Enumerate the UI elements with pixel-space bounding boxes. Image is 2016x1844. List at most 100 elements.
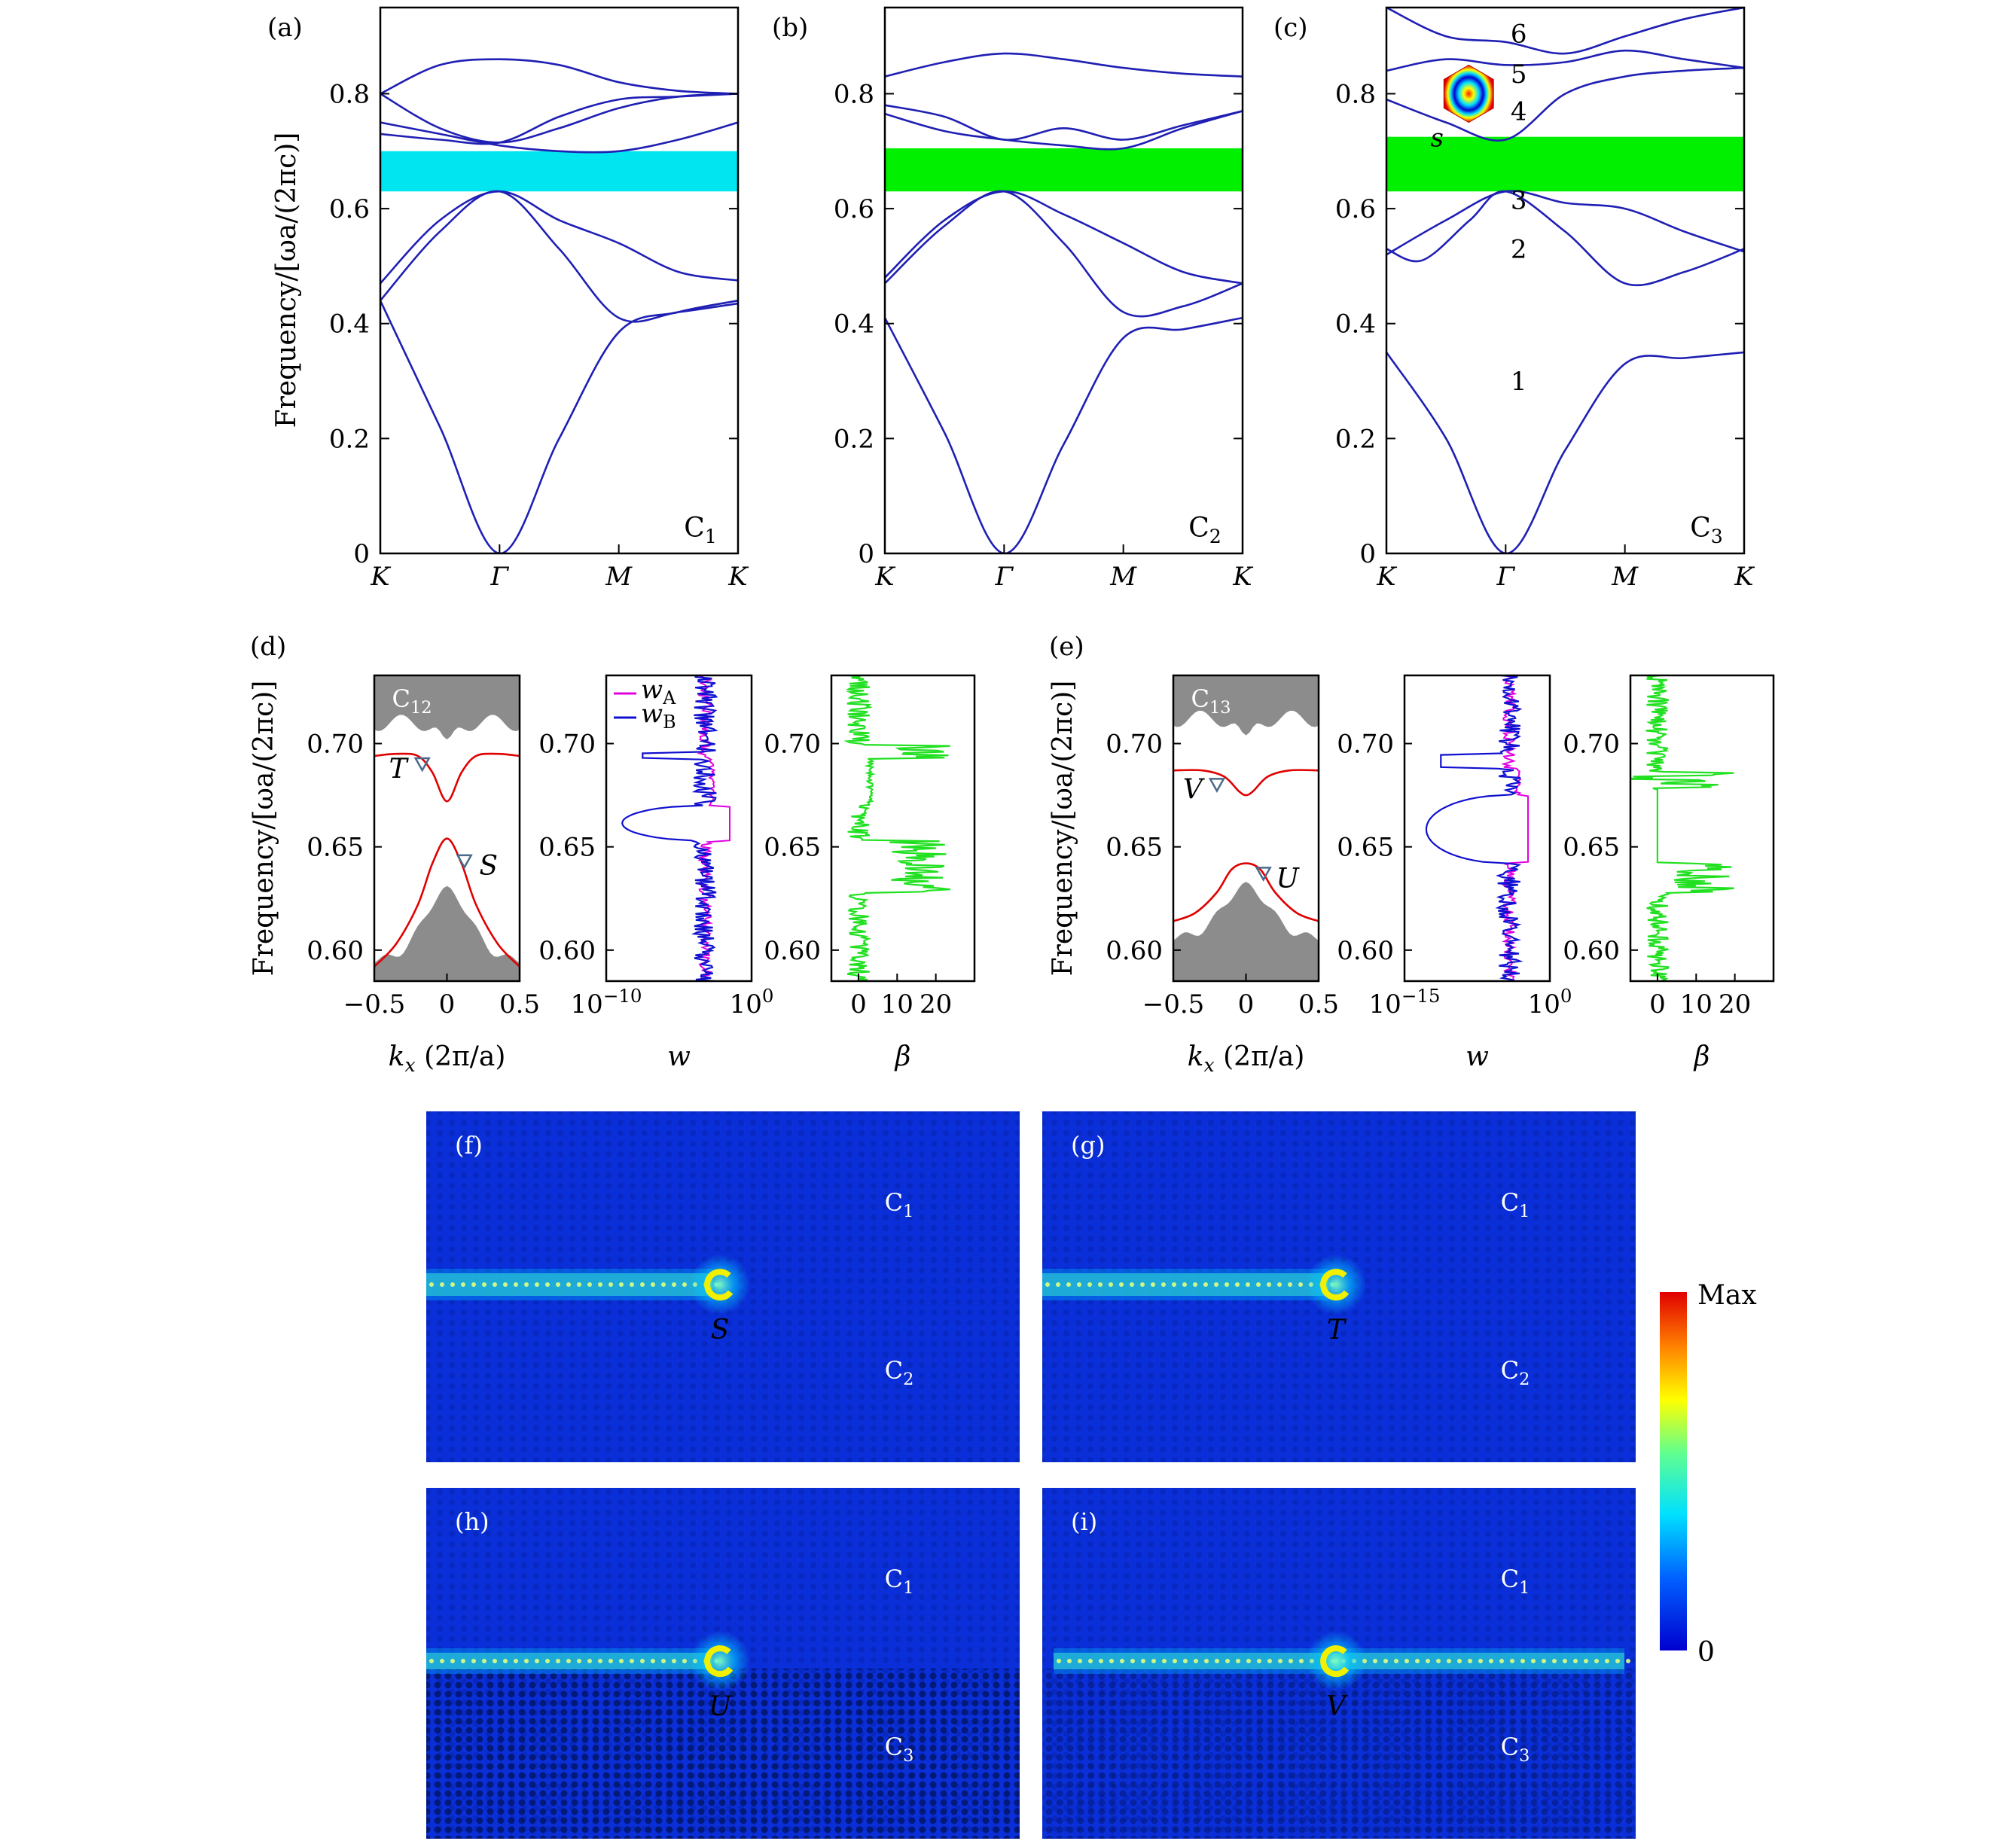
beam-spot [471,1282,476,1287]
beam-spot [1087,1282,1092,1287]
beam-spot [1109,1282,1113,1287]
beam-spot [1151,1659,1156,1663]
beta-panel: 0.60 0.65 0.70 0 10 20 β [764,674,976,1072]
beam-spot [450,1282,455,1287]
beam-spot [566,1659,571,1663]
w-tick-right-exp: 0 [1560,985,1572,1007]
kx-rest: (2π/a) [416,1041,506,1072]
beam-spot [1615,1659,1620,1663]
beam-spot [1394,1659,1398,1663]
beam-spot [1426,1659,1430,1663]
beam-spot [1235,1282,1240,1287]
region-label-bottom-main: C [885,1733,903,1761]
beam-spot [651,1282,655,1287]
region-label-bottom-sub: 3 [903,1746,913,1766]
beta-axis-label: β [894,1041,911,1072]
edge-marker-label-U: U [1276,863,1300,894]
band-panel-a: 0 0.2 0.4 0.6 0.8 K Γ M K (a) C1 [267,6,749,592]
field-lattice-lower [1042,1669,1636,1839]
corner-label: C3 [1690,513,1723,547]
kx-sub: x [404,1054,415,1076]
beam-spot [1373,1659,1377,1663]
beam-spot [1510,1659,1514,1663]
ytick-label: 0 [353,539,370,569]
corner-label-sub: 12 [410,698,432,718]
beam-spot [1067,1659,1072,1663]
beta-frame [830,674,976,983]
beam-spot [682,1282,687,1287]
beta-panel: 0.60 0.65 0.70 0 10 20 β [1563,674,1775,1072]
band-line-2 [380,190,738,323]
beta-lines [843,675,951,981]
panel-letter: (d) [250,632,286,662]
ytick-label: 0.70 [1563,730,1620,760]
edge-marker-label-S: S [479,851,498,882]
corner-label-sub: 2 [1209,526,1221,547]
source-glow [690,1254,750,1315]
xtick-label-Γ: Γ [995,562,1014,592]
beam-spot [1383,1659,1388,1663]
band-label-5: 5 [1511,59,1527,90]
xtick-label-K: K [1734,562,1755,592]
source-marker [704,1269,734,1301]
region-label-bottom: C3 [1501,1733,1530,1766]
beam-spot [1246,1659,1251,1663]
beam-spot [1415,1659,1420,1663]
ytick-label: 0.70 [1106,730,1163,760]
legend-wA: wA [641,675,676,709]
beam-spot [1584,1659,1588,1663]
beam-spot [1225,1282,1229,1287]
colorbar-gradient [1660,1292,1687,1650]
ytick-label: 0.4 [1335,309,1376,340]
region-label-top-main: C [1501,1565,1519,1593]
beam-spot [1098,1282,1103,1287]
ytick-label: 0.8 [329,79,370,109]
source-marker [1320,1645,1350,1678]
panel-letter: (c) [1273,13,1308,43]
band-gap [380,151,738,192]
beam-spot [1594,1659,1599,1663]
beam-spot [1468,1659,1472,1663]
beam-spot [672,1659,676,1663]
w-tick-left-exp: −10 [603,985,642,1007]
beta-line [843,675,951,981]
region-label-top: C1 [885,1565,914,1598]
beam-spot [440,1659,444,1663]
band-line-5 [1386,49,1744,72]
beam-spot [630,1282,634,1287]
beam-spot [1605,1659,1609,1663]
beam-spot [1214,1282,1218,1287]
beam-spot [461,1659,465,1663]
band-line-1 [1386,351,1744,553]
xtick-label-Γ: Γ [490,562,510,592]
band-line-6 [885,52,1243,78]
edge-marker-T [413,757,431,773]
beam-spot [1088,1659,1093,1663]
beam-spot [1077,1282,1081,1287]
corner-label-sub: 13 [1209,698,1231,718]
beam-spot [608,1659,613,1663]
beam-spot [640,1659,645,1663]
beam-spot [619,1659,624,1663]
ytick-label: 0.70 [538,730,596,760]
ytick-label: 0.8 [1335,79,1376,109]
beam-spot [556,1282,560,1287]
xtick-label-K: K [1376,562,1398,592]
beam-spot [1057,1659,1061,1663]
beam-spot [429,1659,434,1663]
beam-spot [503,1659,508,1663]
source-marker [1320,1269,1350,1301]
band-panel-b: 0 0.2 0.4 0.6 0.8 K Γ M K (b) C2 [772,6,1254,592]
edge-band-lower [374,837,520,968]
colorbar-min-label: 0 [1697,1637,1715,1668]
edge-band-upper [1173,769,1319,797]
band-line-7 [380,58,738,95]
field-beam [1042,1269,1334,1300]
beta-tick-label: 10 [881,989,913,1020]
xtick-label-K: K [727,562,749,592]
band-line-6 [1386,8,1744,55]
